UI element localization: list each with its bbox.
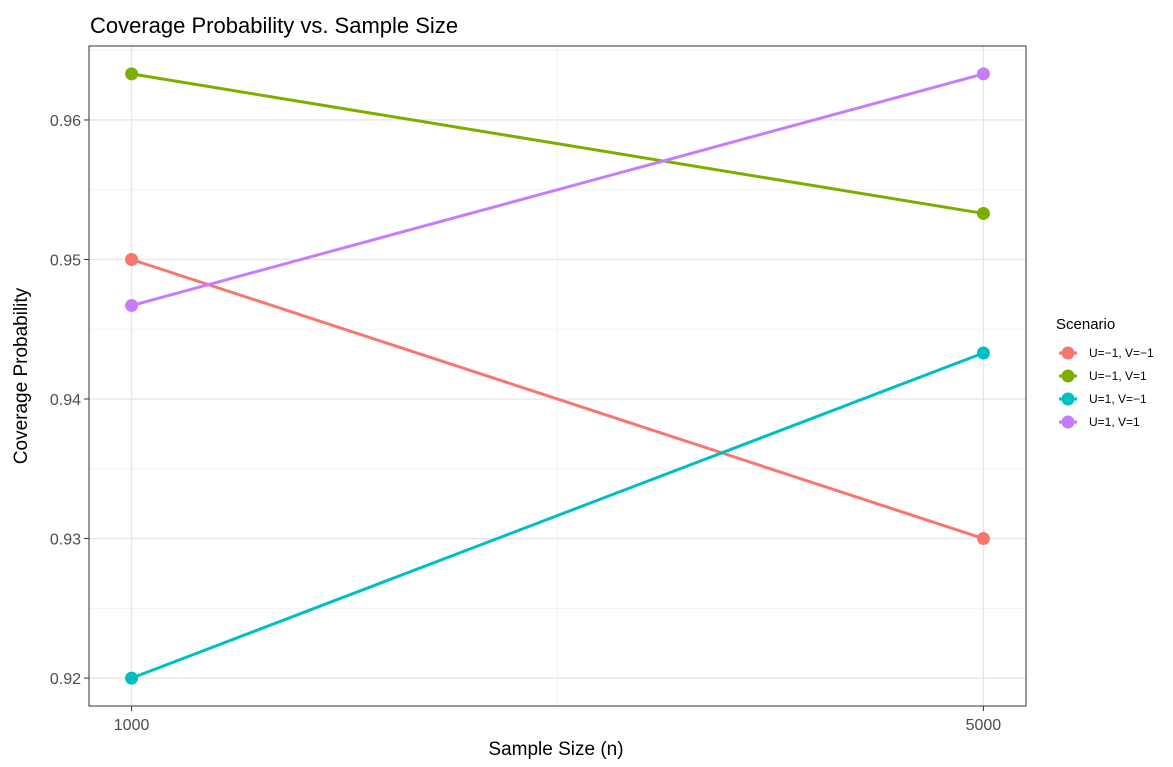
legend-label: U=−1, V=−1 <box>1089 346 1154 360</box>
y-tick-label: 0.94 <box>50 392 81 409</box>
legend-title: Scenario <box>1056 316 1115 333</box>
y-tick-label: 0.95 <box>50 252 81 269</box>
series-line <box>131 72 984 307</box>
y-tick-label: 0.93 <box>50 532 81 549</box>
data-point <box>976 532 990 546</box>
legend-item: U=−1, V=−1 <box>1059 346 1154 360</box>
data-point <box>125 252 139 266</box>
legend-item: U=1, V=1 <box>1059 415 1140 429</box>
y-tick-label: 0.92 <box>50 671 81 688</box>
data-point <box>125 67 139 81</box>
y-axis: 0.92 0.93 0.94 0.95 0.96 <box>50 113 89 688</box>
legend-key-point <box>1061 346 1075 360</box>
legend-key-point <box>1061 415 1075 429</box>
series-line <box>131 258 984 540</box>
legend-key-point <box>1061 369 1075 383</box>
series-layer <box>125 67 990 685</box>
legend: Scenario U=−1, V=−1 U=−1, V=1 U=1, V=−1 U=1… <box>1056 316 1154 429</box>
series-line <box>131 351 984 680</box>
data-point <box>125 671 139 685</box>
data-point <box>976 67 990 81</box>
legend-key-point <box>1061 392 1075 406</box>
legend-items: U=−1, V=−1 U=−1, V=1 U=1, V=−1 U=1, V=1 <box>1059 346 1154 429</box>
legend-item: U=1, V=−1 <box>1059 392 1147 406</box>
chart-title: Coverage Probability vs. Sample Size <box>90 13 458 38</box>
x-axis-title: Sample Size (n) <box>488 739 623 760</box>
y-tick-label: 0.96 <box>50 113 81 130</box>
legend-label: U=1, V=1 <box>1089 415 1140 429</box>
y-axis-title: Coverage Probability <box>11 287 32 464</box>
x-tick-label: 5000 <box>966 717 1002 734</box>
data-point <box>976 206 990 220</box>
legend-item: U=−1, V=1 <box>1059 369 1147 383</box>
plot-panel-border <box>88 45 1027 707</box>
legend-label: U=1, V=−1 <box>1089 392 1147 406</box>
x-axis: 1000 5000 <box>114 706 1002 734</box>
gridlines <box>89 46 1026 706</box>
data-point <box>125 299 139 313</box>
legend-label: U=−1, V=1 <box>1089 369 1147 383</box>
data-point <box>976 346 990 360</box>
x-tick-label: 1000 <box>114 717 150 734</box>
series-line <box>131 72 984 215</box>
